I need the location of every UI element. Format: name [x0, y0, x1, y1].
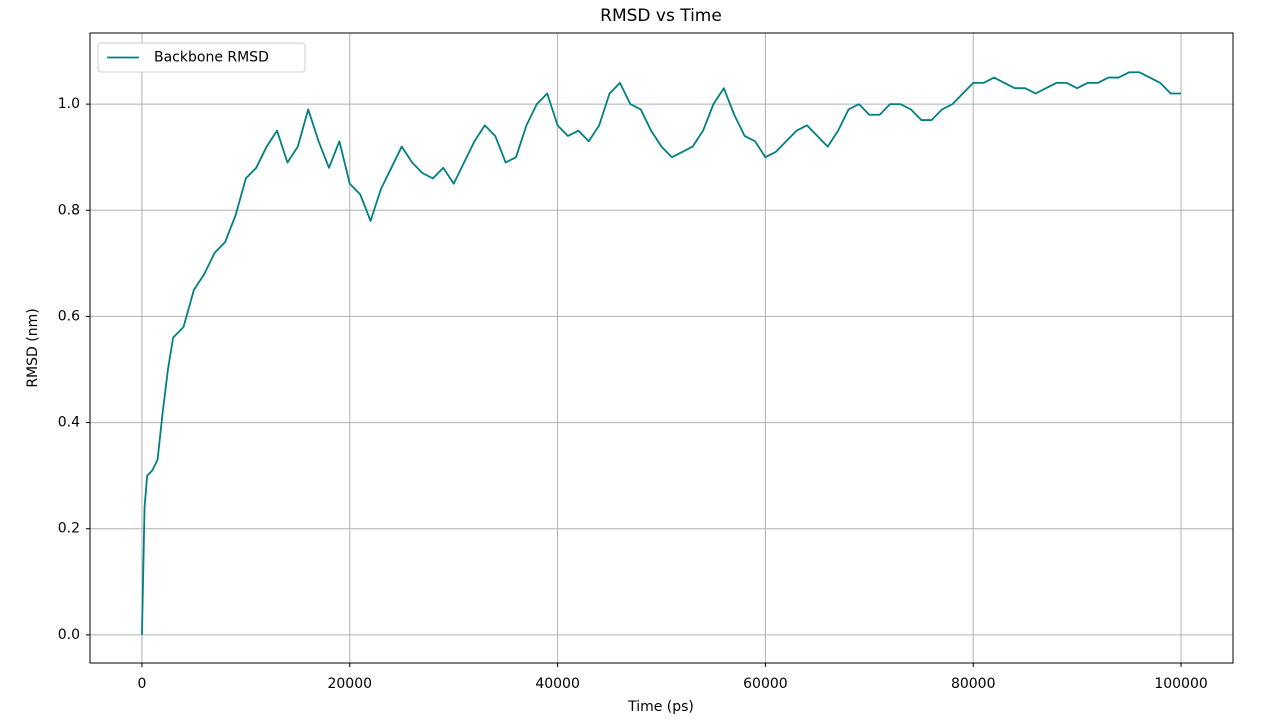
x-axis-label: Time (ps)	[627, 699, 694, 715]
x-tick-label: 60000	[743, 676, 788, 692]
y-tick-label: 0.6	[58, 308, 80, 324]
x-tick-label: 80000	[951, 676, 996, 692]
plot-frame	[89, 32, 1234, 664]
legend-box	[97, 42, 306, 73]
x-tick-label: 0	[137, 676, 146, 692]
y-axis-label: RMSD (nm)	[25, 308, 41, 387]
y-tick-label: 0.8	[58, 202, 80, 218]
y-tick-label: 0.2	[58, 521, 80, 537]
y-tick-label: 0.0	[58, 627, 80, 643]
y-tick-label: 0.4	[58, 415, 80, 431]
x-tick-label: 20000	[327, 676, 372, 692]
x-tick-label: 100000	[1154, 676, 1207, 692]
x-tick-label: 40000	[535, 676, 580, 692]
data-line	[141, 71, 1182, 635]
legend-label: Backbone RMSD	[154, 50, 269, 66]
y-tick-label: 1.0	[58, 96, 80, 112]
chart-title: RMSD vs Time	[600, 6, 722, 26]
